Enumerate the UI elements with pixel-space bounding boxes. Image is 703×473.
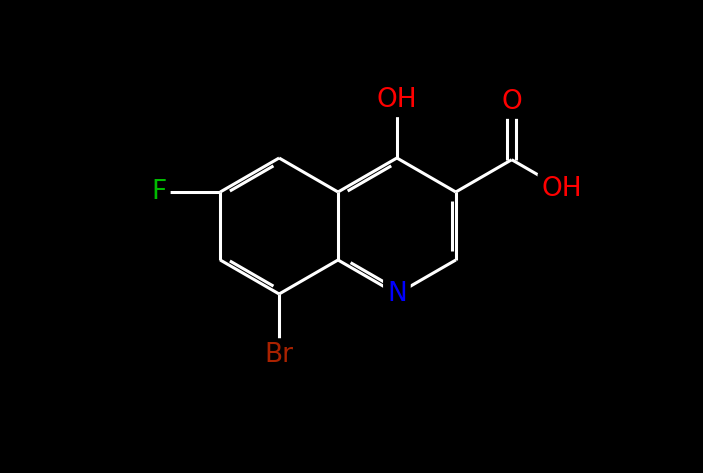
Text: Br: Br	[264, 342, 294, 368]
Text: N: N	[387, 281, 407, 307]
Text: OH: OH	[377, 87, 417, 113]
Text: O: O	[501, 89, 522, 115]
Text: OH: OH	[541, 175, 582, 201]
Text: F: F	[151, 179, 167, 205]
